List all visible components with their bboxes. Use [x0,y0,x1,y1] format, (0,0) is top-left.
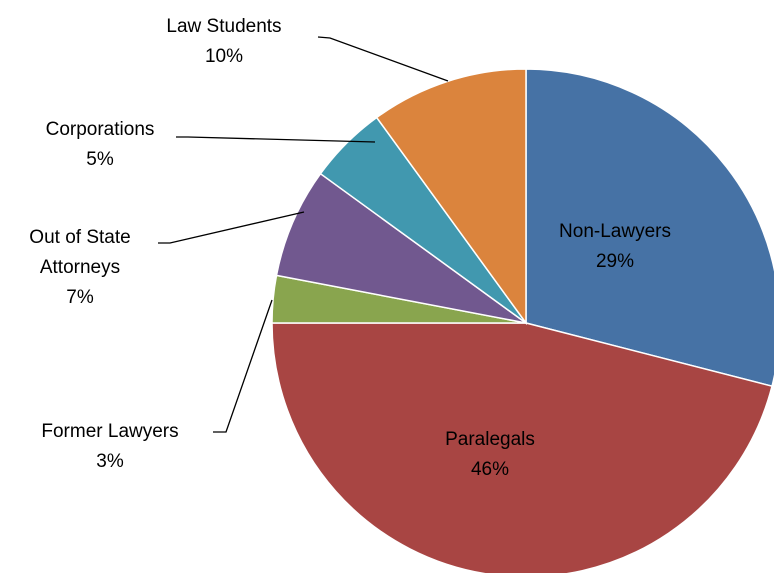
category-label: Law Students [166,16,282,37]
value-label: 5% [86,149,114,170]
category-label: Paralegals [445,429,535,450]
value-label: 3% [96,451,124,472]
value-label: 46% [470,459,510,480]
slice-label: Law Students 10% [124,12,324,72]
category-label: Former Lawyers [41,421,179,442]
category-label: Non-Lawyers [559,221,671,242]
slice-label: Paralegals 46% [390,425,590,485]
leader-line [176,136,376,143]
slice-label: Out of State Attorneys 7% [10,223,150,313]
leader-line [213,299,273,433]
category-label: Corporations [45,119,155,140]
pie-slice [525,68,774,388]
leader-line [317,36,449,82]
value-label: 10% [204,46,244,67]
pie-slice [275,172,527,324]
pie-slice [271,322,773,573]
value-label: 7% [66,287,94,308]
value-label: 29% [595,251,635,272]
category-label: Out of State Attorneys [29,227,131,278]
leader-line [158,211,305,244]
slice-label: Non-Lawyers 29% [515,217,715,277]
slice-label: Former Lawyers 3% [10,417,210,477]
slice-label: Corporations 5% [0,115,200,175]
